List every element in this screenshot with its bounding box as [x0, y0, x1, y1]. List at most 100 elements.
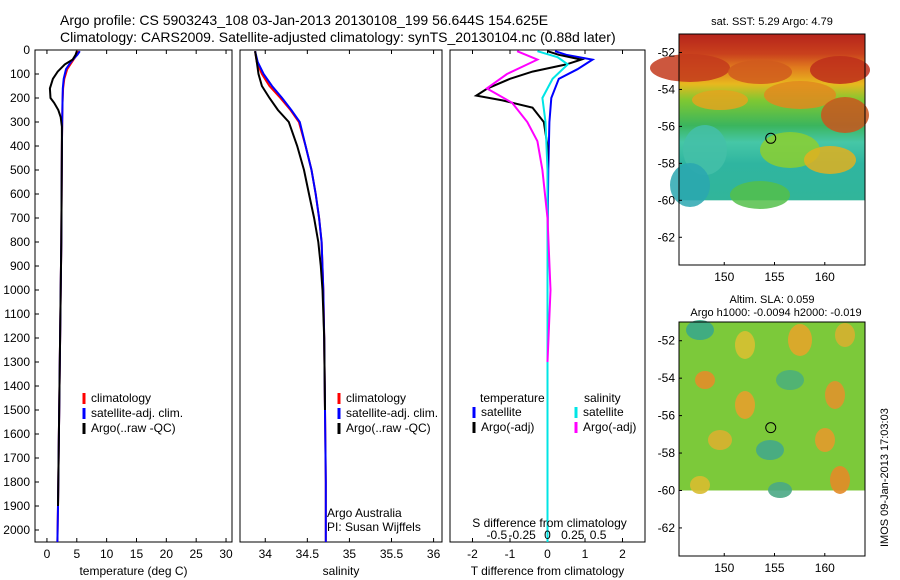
x-tick-label: 0: [44, 547, 51, 561]
map-frame: [678, 33, 866, 266]
sla-patch: [815, 428, 835, 452]
series-line-argoadj: [484, 50, 552, 363]
sst-patch: [730, 181, 790, 209]
y-tick-label: 600: [10, 187, 30, 201]
sla-patch: [695, 371, 715, 389]
sla-patch: [788, 324, 812, 356]
sla-patch: [756, 440, 784, 460]
legend-label: Argo(..raw -QC): [346, 421, 431, 435]
sst-patch: [810, 56, 870, 84]
map-y-tick-label: -56: [658, 409, 676, 423]
sst-patch: [804, 146, 856, 174]
sst-patch: [821, 97, 869, 133]
legend-label: climatology: [346, 391, 406, 405]
x-axis-label: temperature (deg C): [79, 564, 187, 578]
x2-axis-label: S difference from climatology: [472, 516, 627, 530]
x2-tick-label: 0.5: [590, 528, 607, 542]
map-y-tick-label: -58: [658, 446, 676, 460]
y-tick-label: 400: [10, 139, 30, 153]
sst-patch: [728, 60, 792, 84]
x-tick-label: 36: [427, 547, 441, 561]
map-y-tick-label: -60: [658, 193, 676, 207]
legend-label: satellite: [481, 405, 522, 419]
map-y-tick-label: -56: [658, 119, 676, 133]
x-tick-label: 25: [190, 547, 204, 561]
map-y-tick-label: -52: [658, 45, 676, 59]
x-tick-label: 1: [582, 547, 589, 561]
x-tick-label: -1: [505, 547, 516, 561]
y-tick-label: 1600: [3, 427, 30, 441]
sst-patch: [692, 90, 748, 110]
plot-frame: [34, 49, 233, 543]
sla-patch: [835, 323, 855, 347]
profile-location-marker: [765, 422, 777, 434]
map-y-tick-label: -62: [658, 230, 676, 244]
x2-tick-label: 0: [544, 528, 551, 542]
x-tick-label: 30: [219, 547, 233, 561]
x2-tick-label: -0.5: [487, 528, 508, 542]
map-y-tick-label: -52: [658, 334, 676, 348]
difference-panel: -2 -1 0 1 2 T difference from climatology -0.5…: [449, 49, 646, 578]
map-x-tick-label: 155: [764, 270, 784, 284]
map-frame: [678, 321, 866, 557]
plot-frame: [239, 49, 443, 543]
legend-label: Argo(-adj): [583, 420, 636, 434]
map-x-tick-label: 150: [714, 270, 734, 284]
sla-patch: [776, 370, 804, 390]
map-x-tick-label: 160: [815, 561, 835, 575]
y-tick-label: 500: [10, 163, 30, 177]
y-tick-label: 1100: [4, 307, 30, 321]
x-tick-label: 2: [619, 547, 626, 561]
sla-patch: [825, 381, 845, 409]
y-tick-label: 900: [10, 259, 30, 273]
y-tick-label: 800: [10, 235, 30, 249]
y-tick-label: 0: [23, 43, 30, 57]
x2-tick-label: -0.25: [509, 528, 537, 542]
pi-text: PI: Susan Wijffels: [327, 520, 421, 534]
x-tick-label: 15: [130, 547, 144, 561]
sla-patch: [830, 466, 850, 494]
legend-label: satellite-adj. clim.: [346, 406, 438, 420]
legend-label: Argo(..raw -QC): [91, 421, 176, 435]
salinity-panel: 34 34.5 35 35.5 36 salinity climatologysatelli…: [239, 49, 443, 578]
map-x-tick-label: 160: [815, 270, 835, 284]
profile-location-marker: [765, 132, 777, 144]
map-x-tick-label: 155: [764, 561, 784, 575]
y-tick-label: 100: [10, 67, 30, 81]
y-tick-label: 1400: [3, 379, 30, 393]
map-title: sat. SST: 5.29 Argo: 4.79: [711, 16, 833, 28]
map-y-tick-label: -62: [658, 521, 676, 535]
sst-map-panel: sat. SST: 5.29 Argo: 4.79 -52 -54 -56 -58 -60…: [650, 16, 870, 284]
series-line-argorawqc: [48, 50, 78, 507]
sst-patch: [683, 125, 727, 175]
x-axis-label: salinity: [323, 564, 360, 578]
map-title: Altim. SLA: 0.059: [730, 294, 815, 306]
x-tick-label: 35.5: [380, 547, 404, 561]
sst-patch: [650, 54, 730, 82]
x-tick-label: 34: [259, 547, 273, 561]
sst-patch: [764, 81, 836, 109]
y-tick-label: 2000: [3, 523, 30, 537]
map-y-tick-label: -54: [658, 371, 676, 385]
x-axis-label: T difference from climatology: [471, 564, 625, 578]
sla-patch: [735, 391, 755, 419]
series-line-argoadj: [473, 50, 586, 506]
sla-patch: [768, 482, 792, 498]
legend-head-salinity: salinity: [584, 391, 621, 405]
x-tick-label: -2: [467, 547, 478, 561]
series-line-satellite: [546, 50, 596, 542]
figure-title-line1: Argo profile: CS 5903243_108 03-Jan-2013…: [60, 12, 549, 28]
sla-patch: [708, 430, 732, 450]
legend-label: satellite: [583, 405, 624, 419]
legend-label: satellite-adj. clim.: [91, 406, 183, 420]
x2-tick-label: 0.25: [561, 528, 585, 542]
map-y-tick-label: -60: [658, 483, 676, 497]
legend-label: Argo(-adj): [481, 420, 534, 434]
figure-title-line2: Climatology: CARS2009. Satellite-adjuste…: [60, 29, 616, 45]
x-tick-label: 0: [544, 547, 551, 561]
legend-label: climatology: [91, 391, 151, 405]
y-tick-label: 1900: [3, 499, 30, 513]
y-tick-label: 1700: [3, 451, 30, 465]
sla-patch: [686, 320, 714, 340]
